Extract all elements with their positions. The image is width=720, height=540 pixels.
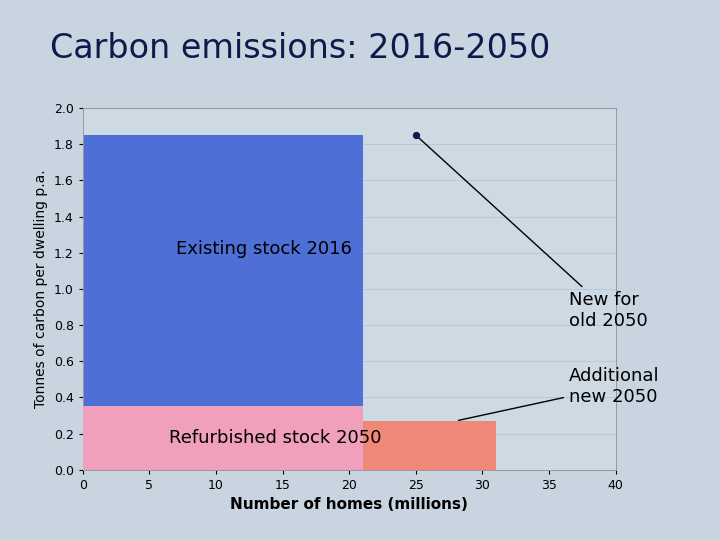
Text: Existing stock 2016: Existing stock 2016: [176, 240, 352, 258]
X-axis label: Number of homes (millions): Number of homes (millions): [230, 497, 468, 512]
Text: Additional
new 2050: Additional new 2050: [459, 367, 660, 420]
Y-axis label: Tonnes of carbon per dwelling p.a.: Tonnes of carbon per dwelling p.a.: [35, 170, 48, 408]
Point: [410, 131, 422, 139]
Bar: [363, 421, 496, 470]
Bar: [83, 407, 363, 470]
Text: New for
old 2050: New for old 2050: [418, 137, 648, 330]
Text: Carbon emissions: 2016-2050: Carbon emissions: 2016-2050: [50, 32, 551, 65]
Text: Refurbished stock 2050: Refurbished stock 2050: [169, 429, 382, 447]
Bar: [83, 135, 363, 470]
